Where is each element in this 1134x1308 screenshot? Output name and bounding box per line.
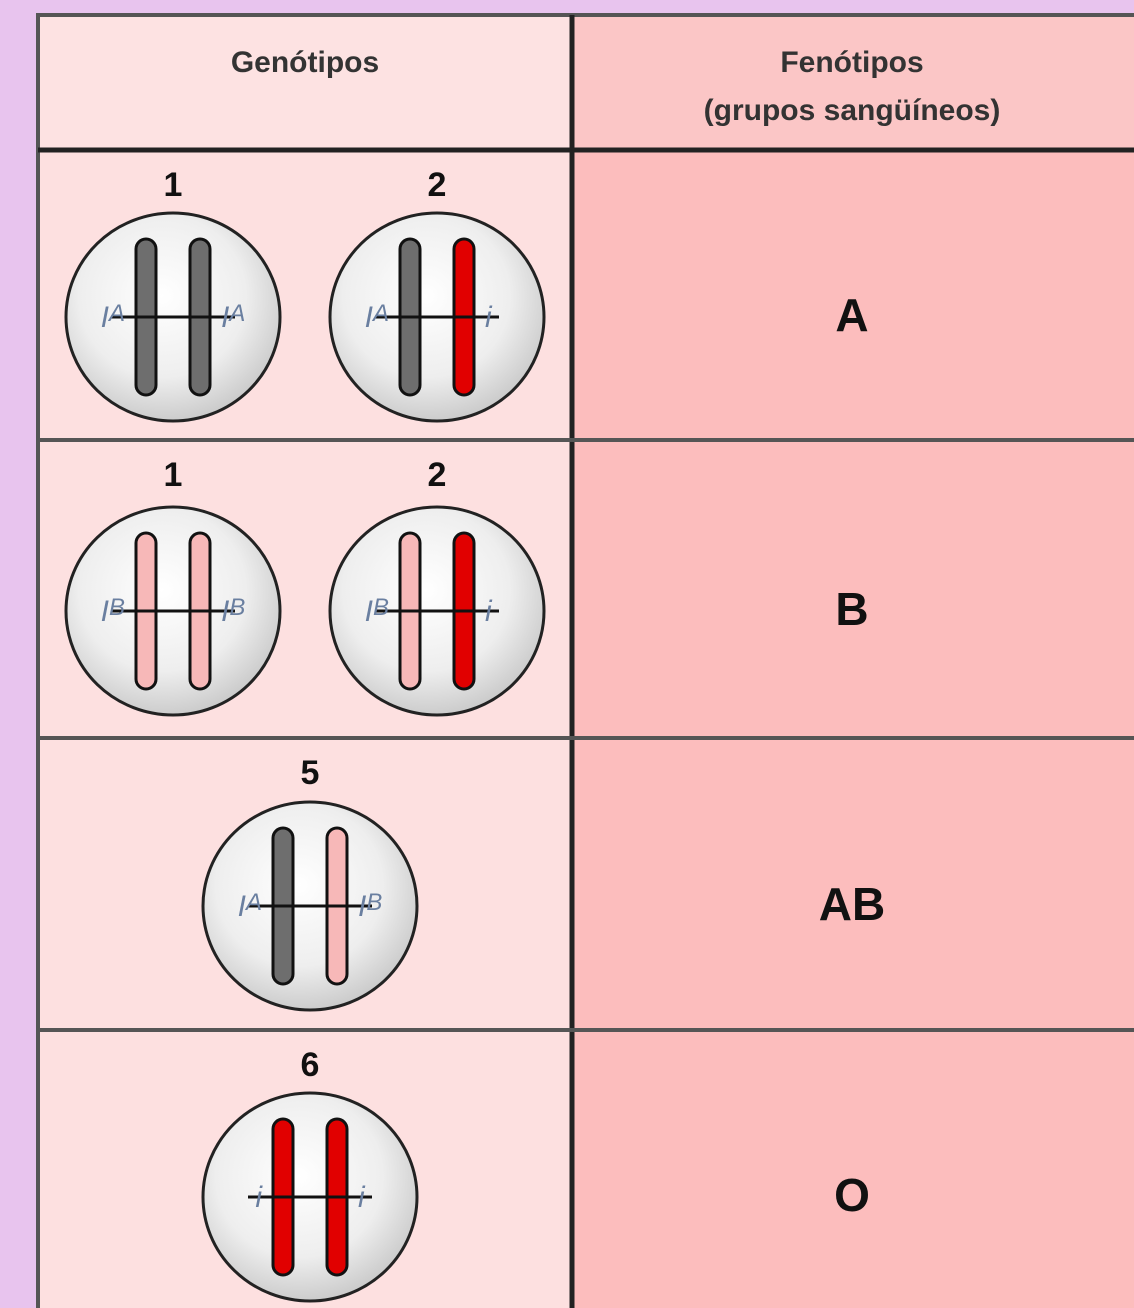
header-phenotypes-sub: (grupos sangüíneos): [704, 94, 1001, 127]
allele-letter: i: [485, 595, 493, 628]
allele-label: IA: [101, 300, 125, 334]
allele-label: IB: [365, 594, 389, 628]
allele-letter: I: [101, 301, 109, 334]
allele-letter: i: [255, 1181, 263, 1214]
allele-superscript: B: [229, 594, 245, 621]
phenotype: O: [834, 1169, 870, 1221]
phenotype: A: [835, 289, 868, 341]
allele-label: IA: [238, 889, 262, 923]
allele-superscript: B: [366, 889, 382, 916]
allele-label: IB: [221, 594, 245, 628]
allele-label: IB: [358, 889, 382, 923]
allele-letter: I: [365, 595, 373, 628]
allele-letter: I: [101, 595, 109, 628]
allele-superscript: B: [373, 594, 389, 621]
allele-label: IA: [365, 300, 389, 334]
phenotype: AB: [819, 878, 885, 930]
header-genotypes: Genótipos: [231, 46, 379, 79]
allele-letter: i: [485, 301, 493, 334]
genotype-number: 1: [164, 456, 183, 494]
genotype-number: 6: [301, 1046, 320, 1084]
phenotype: B: [835, 583, 868, 635]
genotype-number: 2: [428, 166, 447, 204]
allele-label: IA: [221, 300, 245, 334]
allele-superscript: A: [107, 300, 125, 327]
allele-letter: I: [221, 301, 229, 334]
allele-label: i: [255, 1181, 263, 1214]
genotype-number: 5: [301, 754, 320, 792]
grid: [36, 13, 1134, 1308]
genotype-number: 2: [428, 456, 447, 494]
allele-label: IB: [101, 594, 125, 628]
allele-letter: i: [358, 1181, 366, 1214]
allele-superscript: A: [244, 889, 262, 916]
genotype-number: 1: [164, 166, 183, 204]
phenotype-column: [572, 15, 1134, 1308]
header-cell: [38, 15, 572, 150]
allele-label: i: [485, 595, 493, 628]
header-cell: [572, 15, 1134, 150]
allele-label: i: [485, 301, 493, 334]
allele-letter: I: [358, 890, 366, 923]
allele-letter: I: [365, 301, 373, 334]
allele-superscript: A: [371, 300, 389, 327]
header-phenotypes: Fenótipos: [780, 46, 923, 79]
allele-letter: I: [221, 595, 229, 628]
allele-letter: I: [238, 890, 246, 923]
allele-superscript: B: [109, 594, 125, 621]
allele-label: i: [358, 1181, 366, 1214]
allele-superscript: A: [227, 300, 245, 327]
